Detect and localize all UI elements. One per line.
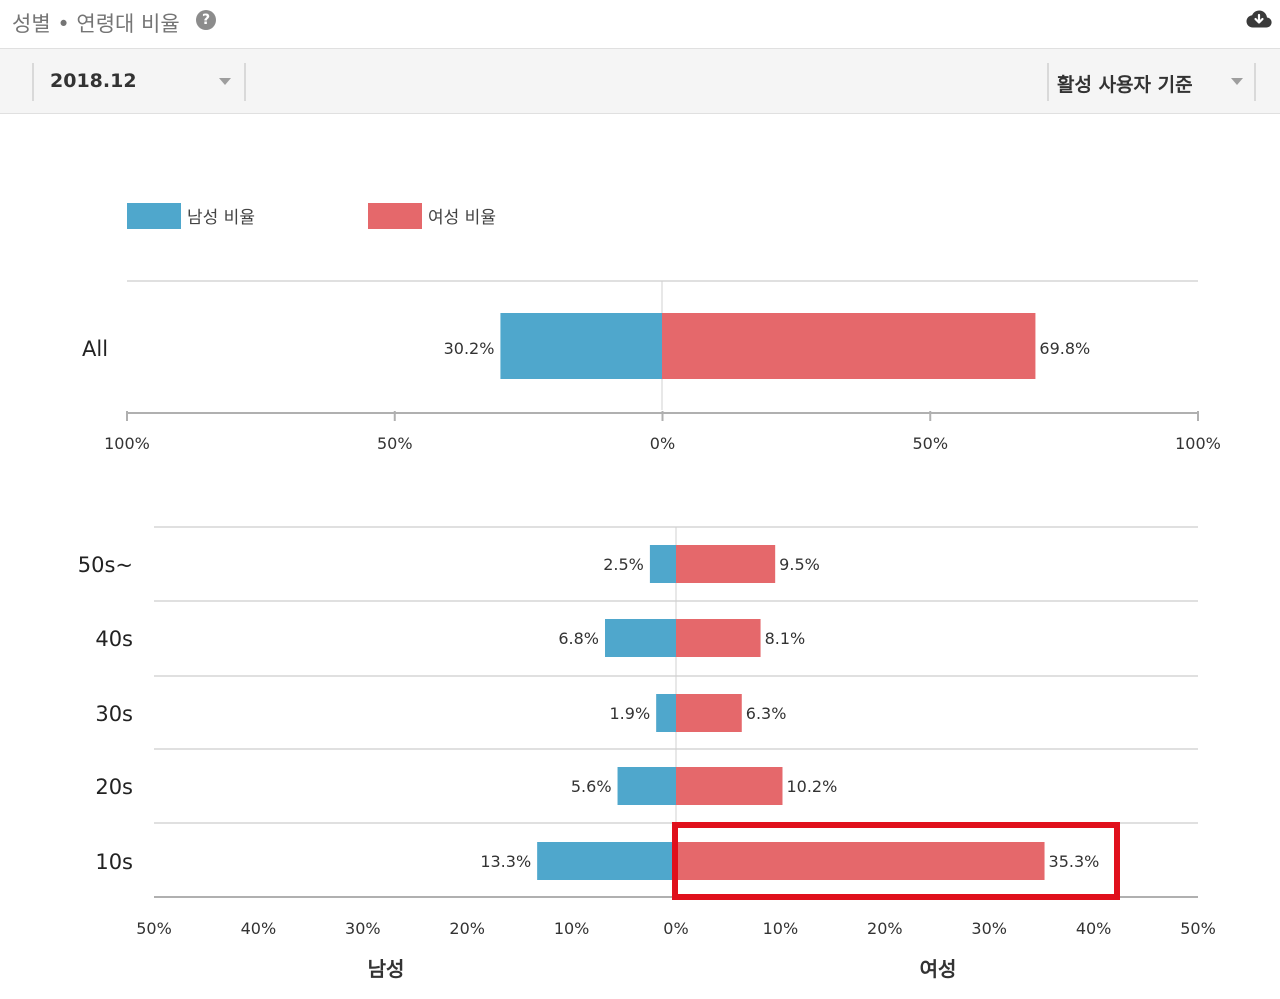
x-tick-label: 40% bbox=[1076, 919, 1112, 938]
category-label: 50s~ bbox=[78, 553, 133, 577]
data-label: 6.3% bbox=[746, 704, 787, 723]
bar-female bbox=[676, 619, 761, 657]
x-tick-label: 100% bbox=[1175, 434, 1221, 453]
x-tick-label: 10% bbox=[763, 919, 799, 938]
panel-header: 성별 • 연령대 비율 ? bbox=[0, 0, 1280, 49]
date-dropdown[interactable]: 2018.12 bbox=[34, 49, 244, 113]
data-label: 5.6% bbox=[571, 777, 612, 796]
data-label: 13.3% bbox=[480, 852, 531, 871]
x-tick-label: 50% bbox=[136, 919, 172, 938]
chevron-down-icon bbox=[1231, 78, 1243, 85]
category-label: 10s bbox=[95, 850, 133, 874]
divider bbox=[1254, 63, 1256, 101]
basis-dropdown-value: 활성 사용자 기준 bbox=[1057, 74, 1193, 96]
category-label: 40s bbox=[95, 627, 133, 651]
bar-female bbox=[676, 842, 1045, 880]
category-label: All bbox=[82, 337, 108, 361]
side-label-male: 남성 bbox=[368, 957, 405, 981]
legend-label-female: 여성 비율 bbox=[428, 208, 496, 228]
side-label-female: 여성 bbox=[920, 957, 957, 981]
panel-title: 성별 • 연령대 비율 bbox=[12, 12, 180, 36]
date-dropdown-value: 2018.12 bbox=[50, 70, 137, 92]
x-tick-label: 100% bbox=[104, 434, 150, 453]
legend-swatch-female bbox=[368, 203, 422, 229]
legend-label-male: 남성 비율 bbox=[187, 208, 255, 228]
bar-male bbox=[656, 694, 676, 732]
bar-male bbox=[537, 842, 676, 880]
data-label: 8.1% bbox=[765, 629, 806, 648]
data-label: 9.5% bbox=[779, 555, 820, 574]
category-label: 20s bbox=[95, 775, 133, 799]
bar-female bbox=[676, 767, 783, 805]
filter-toolbar: 2018.12 활성 사용자 기준 bbox=[0, 49, 1280, 114]
basis-dropdown[interactable]: 활성 사용자 기준 bbox=[1049, 49, 1254, 113]
chevron-down-icon bbox=[219, 78, 231, 85]
x-tick-label: 40% bbox=[241, 919, 277, 938]
bar-female bbox=[662, 313, 1036, 379]
x-tick-label: 30% bbox=[345, 919, 381, 938]
data-label: 10.2% bbox=[786, 777, 837, 796]
x-tick-label: 20% bbox=[867, 919, 903, 938]
bar-male bbox=[605, 619, 676, 657]
data-label: 1.9% bbox=[610, 704, 651, 723]
cloud-download-icon[interactable] bbox=[1246, 8, 1272, 30]
help-circle-icon[interactable]: ? bbox=[196, 10, 216, 30]
x-tick-label: 20% bbox=[449, 919, 485, 938]
bar-female bbox=[676, 545, 776, 583]
x-tick-label: 0% bbox=[650, 434, 675, 453]
x-tick-label: 0% bbox=[663, 919, 688, 938]
bar-male bbox=[500, 313, 662, 379]
divider bbox=[1047, 63, 1049, 101]
x-tick-label: 50% bbox=[1180, 919, 1216, 938]
data-label: 35.3% bbox=[1049, 852, 1100, 871]
x-tick-label: 50% bbox=[912, 434, 948, 453]
data-label: 6.8% bbox=[558, 629, 599, 648]
bar-male bbox=[617, 767, 676, 805]
data-label: 30.2% bbox=[444, 339, 495, 358]
divider bbox=[32, 63, 34, 101]
bar-female bbox=[676, 694, 742, 732]
bar-male bbox=[649, 545, 676, 583]
highlight-box bbox=[672, 822, 1120, 900]
x-tick-label: 10% bbox=[554, 919, 590, 938]
data-label: 2.5% bbox=[603, 555, 644, 574]
x-tick-label: 50% bbox=[377, 434, 413, 453]
divider bbox=[244, 63, 246, 101]
data-label: 69.8% bbox=[1039, 339, 1090, 358]
legend-swatch-male bbox=[127, 203, 181, 229]
category-label: 30s bbox=[95, 702, 133, 726]
x-tick-label: 30% bbox=[971, 919, 1007, 938]
